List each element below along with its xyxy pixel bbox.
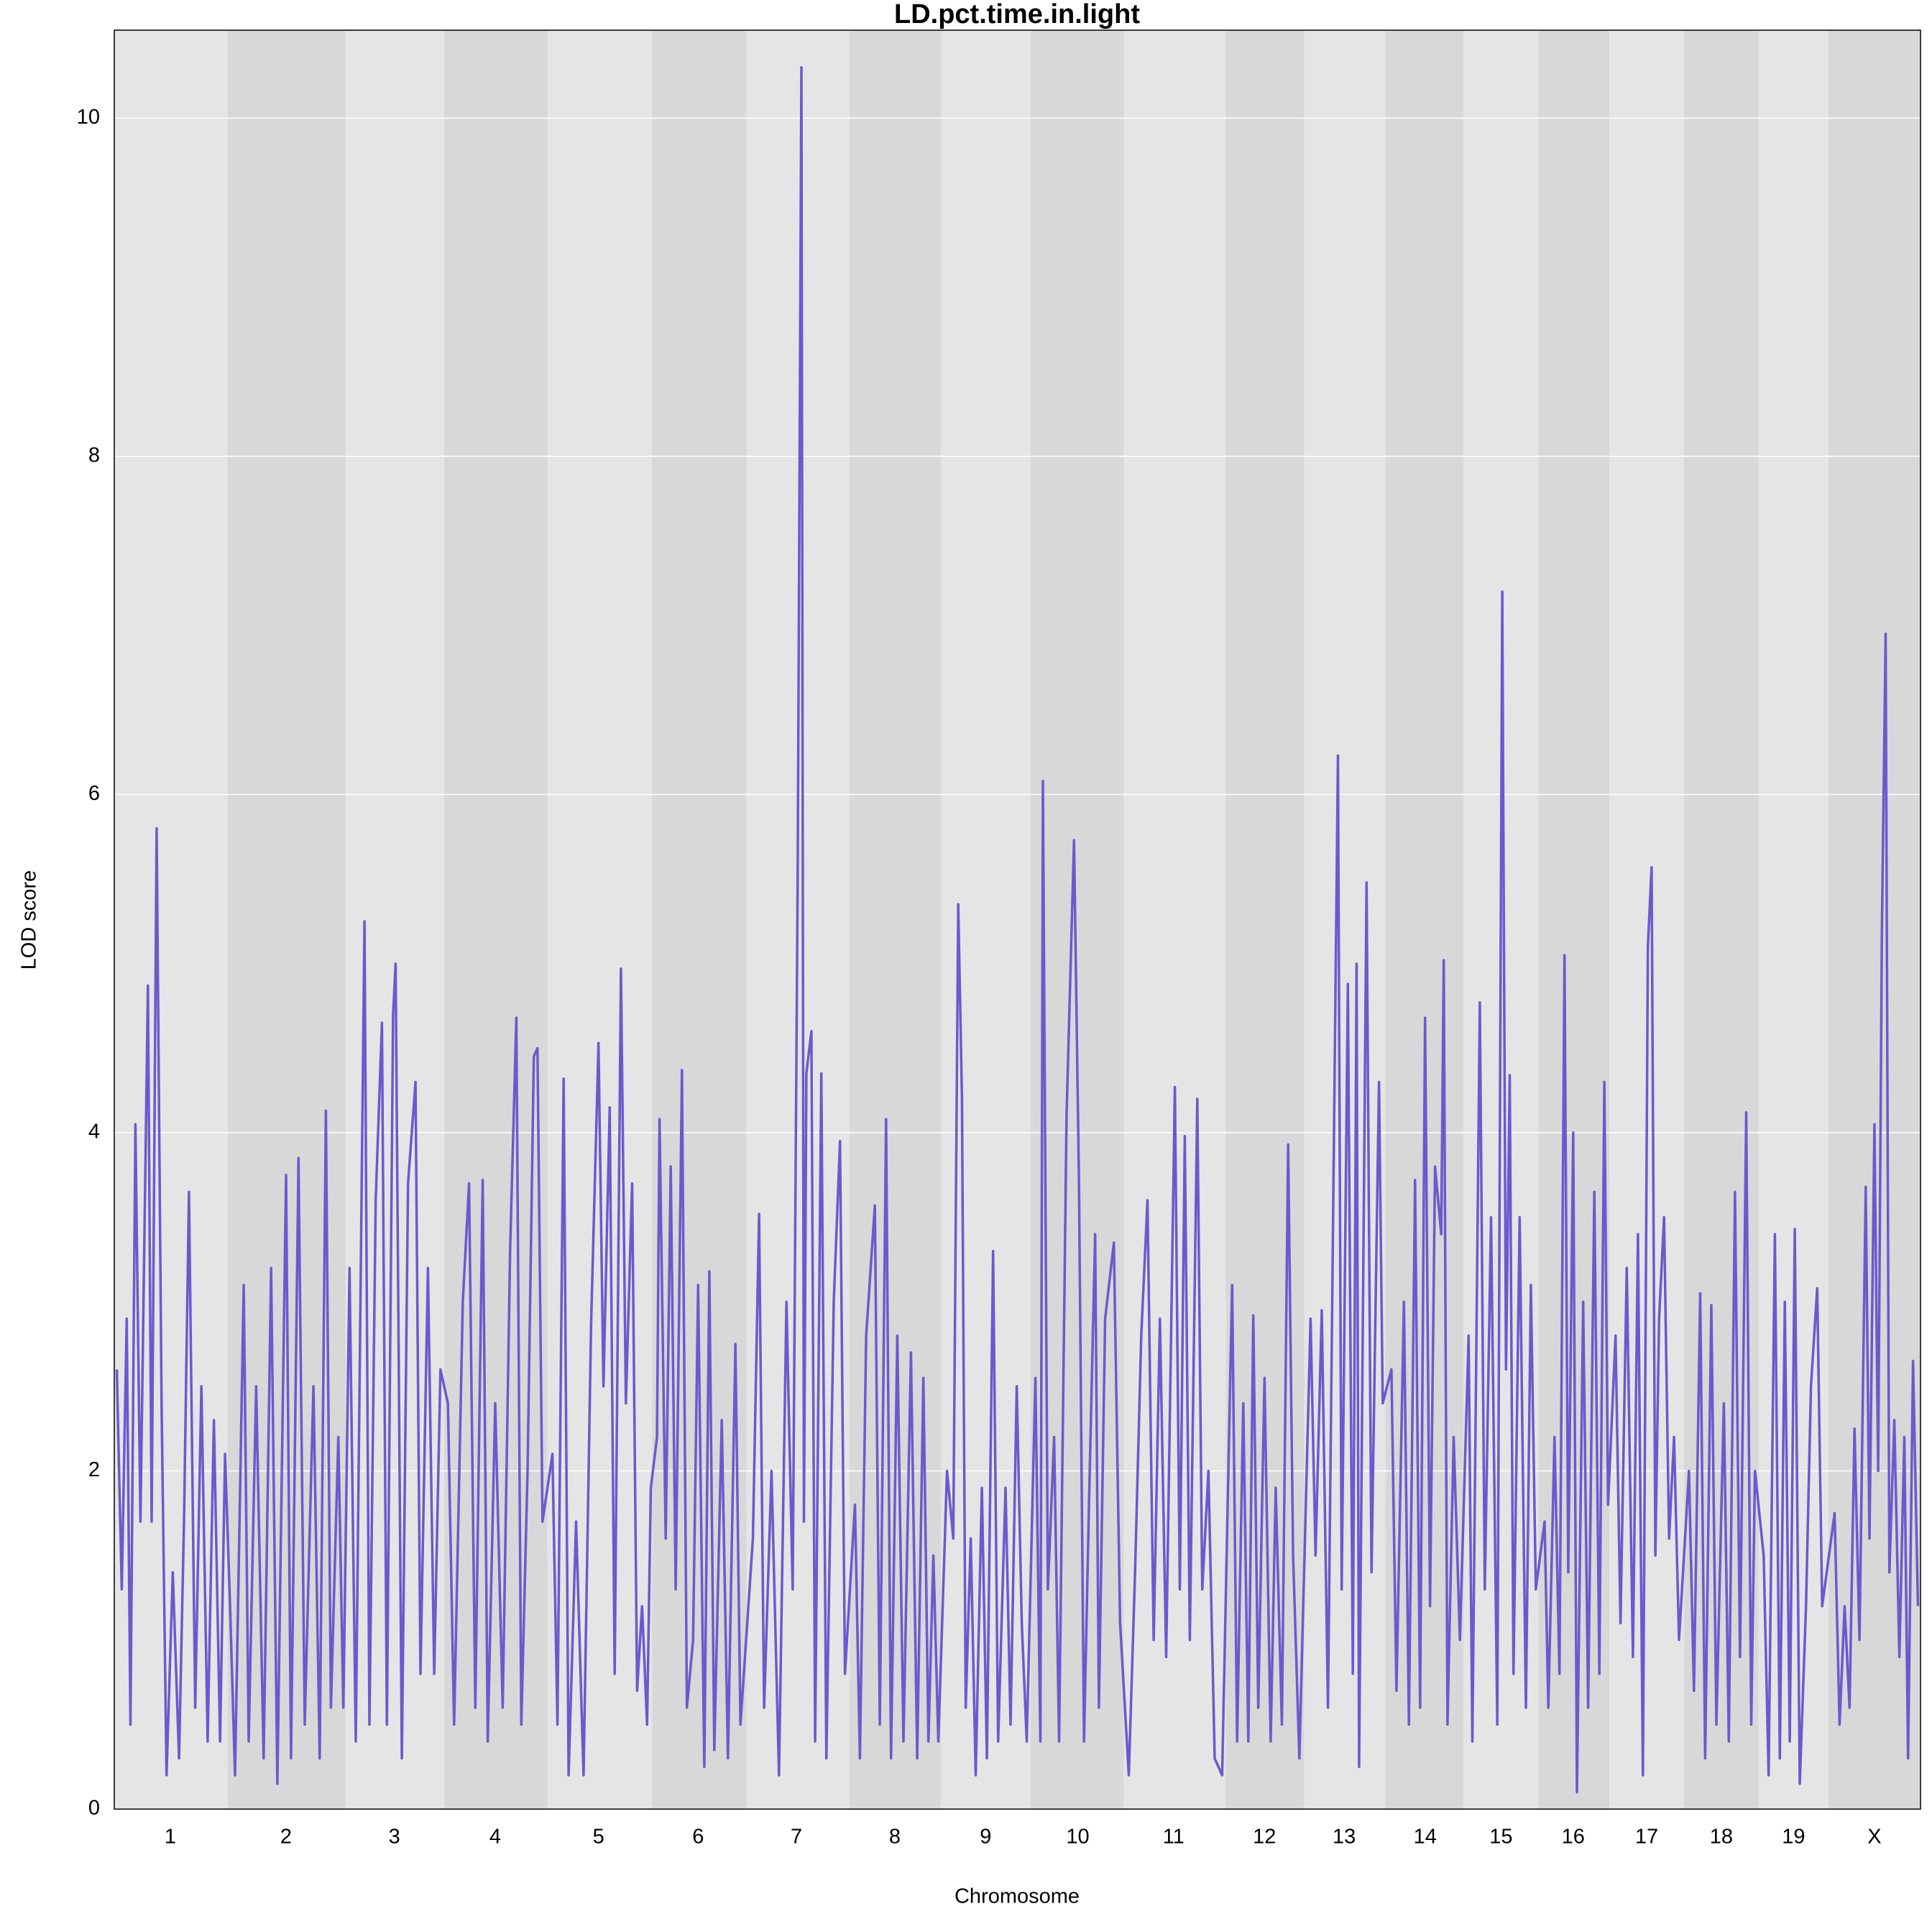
x-tick-label: 5: [593, 1826, 604, 1849]
chromosome-band: [1758, 30, 1828, 1809]
y-tick-label: 6: [88, 782, 100, 805]
chart-title: LD.pct.time.in.light: [894, 0, 1140, 29]
plot-area: [114, 29, 1921, 1810]
x-tick-label: 10: [1066, 1826, 1089, 1849]
x-tick-label: 7: [791, 1826, 802, 1849]
x-axis-label: Chromosome: [954, 1885, 1080, 1908]
x-tick-label: 12: [1253, 1826, 1276, 1849]
y-axis-label: LOD score: [18, 870, 41, 970]
x-tick-label: 2: [280, 1826, 292, 1849]
x-tick-label: 8: [889, 1826, 901, 1849]
chromosome-band: [1609, 30, 1684, 1809]
x-tick-label: 14: [1414, 1826, 1437, 1849]
x-tick-label: 4: [489, 1826, 501, 1849]
x-tick-label: 3: [389, 1826, 400, 1849]
x-tick-label: 9: [980, 1826, 991, 1849]
x-tick-label: 11: [1163, 1826, 1184, 1849]
y-tick-label: 4: [88, 1121, 100, 1144]
x-tick-label: 13: [1333, 1826, 1356, 1849]
chromosome-band: [652, 30, 747, 1809]
lod-line: [115, 66, 1920, 1794]
x-tick-label: 19: [1782, 1826, 1805, 1849]
x-tick-label: 15: [1489, 1826, 1512, 1849]
x-tick-label: 1: [165, 1826, 176, 1849]
y-tick-label: 2: [88, 1458, 100, 1481]
chromosome-band: [1030, 30, 1124, 1809]
y-tick-label: 0: [88, 1797, 100, 1820]
chromosome-band: [1385, 30, 1464, 1809]
y-tick-label: 8: [88, 444, 100, 467]
chromosome-band: [940, 30, 1031, 1809]
x-tick-label: 18: [1710, 1826, 1733, 1849]
x-tick-label: 17: [1635, 1826, 1658, 1849]
chromosome-band: [1225, 30, 1305, 1809]
plot-frame: [114, 29, 1921, 1810]
chromosome-band: [443, 30, 548, 1809]
x-tick-label: 6: [692, 1826, 704, 1849]
x-tick-label: 16: [1562, 1826, 1585, 1849]
chromosome-band: [346, 30, 444, 1809]
y-tick-label: 10: [77, 106, 100, 129]
x-tick-label: X: [1867, 1826, 1881, 1849]
